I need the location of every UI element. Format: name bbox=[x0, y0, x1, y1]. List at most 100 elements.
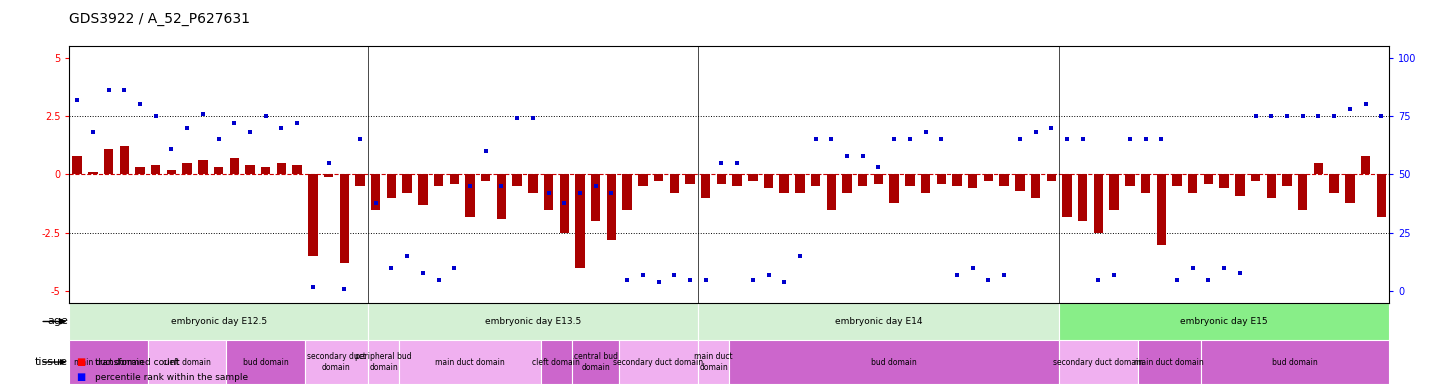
Point bbox=[81, 129, 104, 136]
Point bbox=[741, 276, 764, 283]
Bar bbox=[921, 174, 930, 193]
Bar bbox=[166, 170, 176, 174]
Bar bbox=[1173, 174, 1181, 186]
Point bbox=[663, 272, 686, 278]
Point bbox=[631, 272, 654, 278]
Bar bbox=[1235, 174, 1245, 195]
Text: bud domain: bud domain bbox=[871, 358, 917, 367]
Bar bbox=[308, 174, 318, 256]
Bar bbox=[513, 174, 521, 186]
Point bbox=[1071, 136, 1095, 142]
Bar bbox=[540, 340, 572, 384]
Point bbox=[238, 129, 261, 136]
Bar bbox=[937, 174, 946, 184]
Point bbox=[348, 136, 371, 142]
Point bbox=[647, 279, 670, 285]
Bar bbox=[697, 340, 729, 384]
Bar bbox=[69, 340, 147, 384]
Bar bbox=[214, 167, 224, 174]
Bar bbox=[953, 174, 962, 186]
Point bbox=[836, 153, 859, 159]
Text: secondary duct domain: secondary duct domain bbox=[1053, 358, 1144, 367]
Bar bbox=[716, 174, 726, 184]
Point bbox=[1149, 136, 1173, 142]
Bar bbox=[1330, 174, 1339, 193]
Point bbox=[773, 279, 796, 285]
Bar bbox=[230, 158, 240, 174]
Text: secondary duct
domain: secondary duct domain bbox=[308, 353, 365, 372]
Point bbox=[1056, 136, 1079, 142]
Bar bbox=[729, 340, 1060, 384]
Point bbox=[882, 136, 905, 142]
Point bbox=[1245, 113, 1268, 119]
Point bbox=[129, 101, 152, 108]
Point bbox=[820, 136, 843, 142]
Point bbox=[176, 125, 199, 131]
Text: transformed count: transformed count bbox=[95, 358, 179, 367]
Point bbox=[1229, 270, 1252, 276]
Text: secondary duct domain: secondary duct domain bbox=[614, 358, 703, 367]
Bar bbox=[967, 174, 978, 189]
Point bbox=[1181, 265, 1204, 271]
Point bbox=[380, 265, 403, 271]
Bar bbox=[1376, 174, 1386, 217]
Bar bbox=[732, 174, 742, 186]
Bar bbox=[826, 174, 836, 210]
Bar bbox=[812, 174, 820, 186]
Point bbox=[65, 97, 88, 103]
Point bbox=[318, 160, 341, 166]
Point bbox=[585, 183, 608, 189]
Bar bbox=[182, 163, 192, 174]
Bar bbox=[572, 340, 619, 384]
Text: ■: ■ bbox=[77, 372, 85, 382]
Point bbox=[1291, 113, 1314, 119]
Text: embryonic day E15: embryonic day E15 bbox=[1180, 317, 1268, 326]
Bar bbox=[433, 174, 443, 186]
Point bbox=[521, 115, 544, 121]
Point bbox=[1165, 276, 1188, 283]
Point bbox=[898, 136, 921, 142]
Text: embryonic day E12.5: embryonic day E12.5 bbox=[170, 317, 267, 326]
Bar bbox=[999, 174, 1009, 186]
Bar bbox=[575, 174, 585, 268]
Bar bbox=[403, 174, 412, 193]
Bar bbox=[591, 174, 601, 221]
Bar bbox=[323, 174, 334, 177]
Point bbox=[725, 160, 748, 166]
Text: main duct
domain: main duct domain bbox=[695, 353, 732, 372]
Bar bbox=[905, 174, 914, 186]
Text: embryonic day E14: embryonic day E14 bbox=[835, 317, 923, 326]
Point bbox=[206, 136, 230, 142]
Bar bbox=[890, 174, 900, 202]
Bar bbox=[497, 174, 505, 219]
Point bbox=[1275, 113, 1298, 119]
Bar bbox=[1060, 303, 1389, 340]
Bar bbox=[529, 174, 537, 193]
Bar bbox=[1298, 174, 1307, 210]
Point bbox=[270, 125, 293, 131]
Point bbox=[1118, 136, 1141, 142]
Point bbox=[757, 272, 780, 278]
Point bbox=[364, 199, 387, 205]
Bar bbox=[198, 161, 208, 174]
Bar bbox=[559, 174, 569, 233]
Bar bbox=[1031, 174, 1040, 198]
Bar bbox=[697, 303, 1060, 340]
Point bbox=[992, 272, 1015, 278]
Point bbox=[427, 276, 451, 283]
Bar bbox=[339, 174, 349, 263]
Bar bbox=[1015, 174, 1025, 191]
Point bbox=[804, 136, 827, 142]
Text: GDS3922 / A_52_P627631: GDS3922 / A_52_P627631 bbox=[69, 12, 250, 25]
Text: embryonic day E13.5: embryonic day E13.5 bbox=[485, 317, 580, 326]
Point bbox=[1354, 101, 1378, 108]
Bar bbox=[387, 174, 396, 198]
Point bbox=[1213, 265, 1236, 271]
Text: main duct domain: main duct domain bbox=[435, 358, 505, 367]
Point bbox=[396, 253, 419, 259]
Bar bbox=[368, 303, 697, 340]
Bar bbox=[465, 174, 475, 217]
Point bbox=[615, 276, 638, 283]
Text: main duct domain: main duct domain bbox=[1135, 358, 1204, 367]
Point bbox=[505, 115, 529, 121]
